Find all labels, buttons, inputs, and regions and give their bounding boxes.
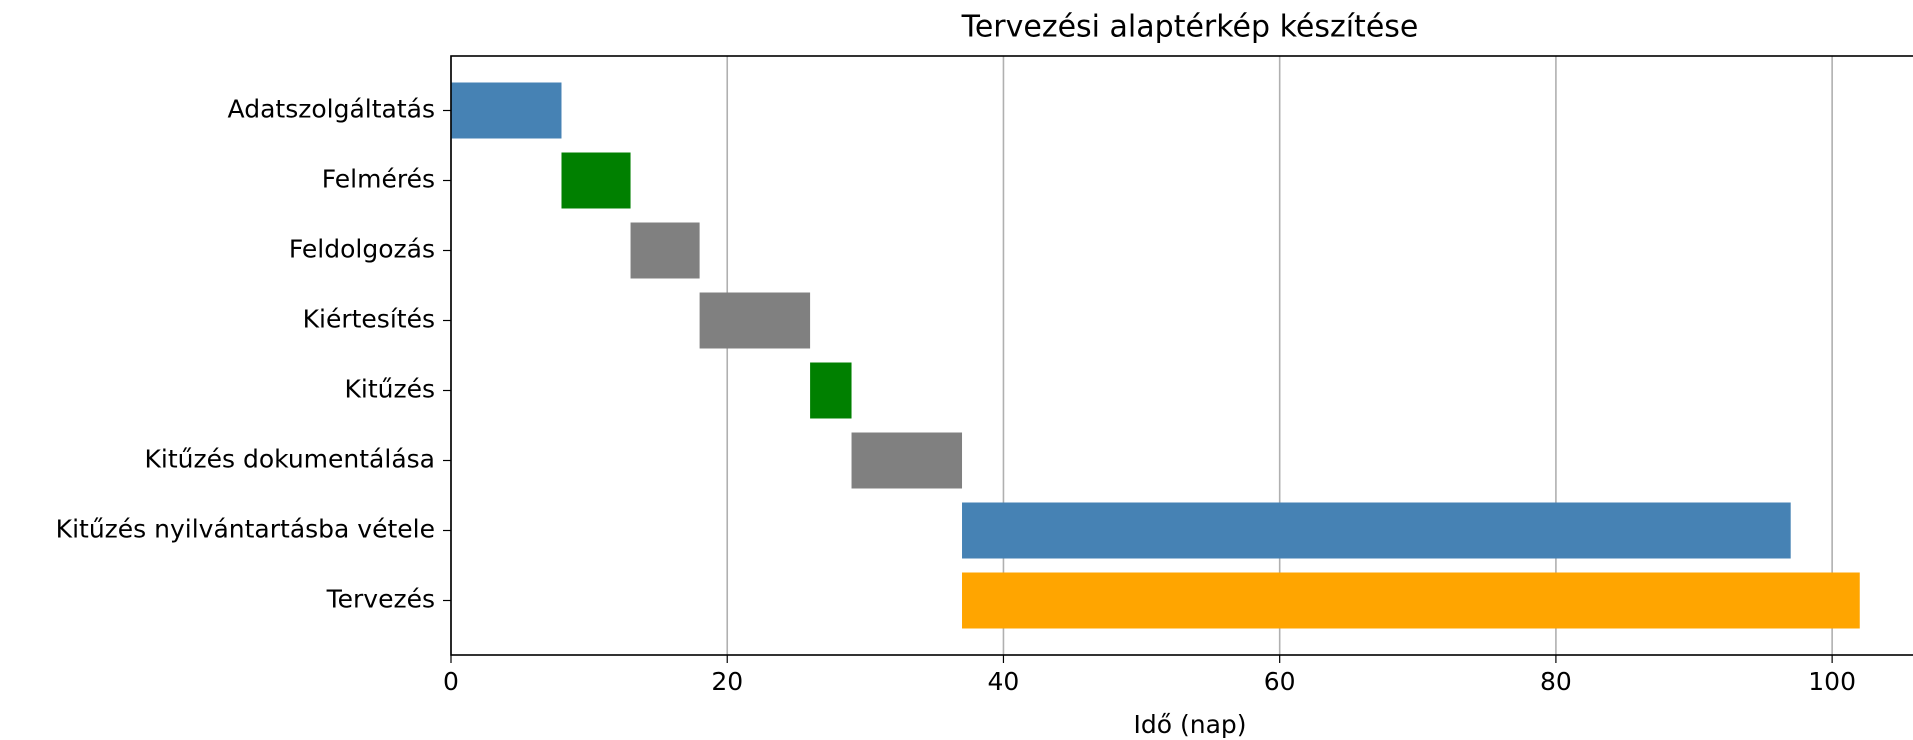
bar (630, 222, 700, 279)
y-tick-label: Felmérés (322, 165, 435, 194)
x-tick-label: 100 (1808, 667, 1856, 696)
x-tick-label: 20 (711, 667, 743, 696)
bar (699, 292, 811, 349)
chart-title: Tervezési alaptérkép készítése (961, 10, 1419, 45)
x-tick-label: 40 (988, 667, 1020, 696)
bar (561, 152, 631, 209)
x-axis-label: Idő (nap) (1133, 710, 1246, 739)
x-tick-label: 60 (1264, 667, 1296, 696)
y-tick-label: Kiértesítés (303, 305, 435, 334)
plot-frame (450, 55, 1913, 656)
bar (962, 502, 1791, 559)
y-tick-label: Kitűzés (344, 375, 435, 404)
bar (810, 362, 852, 419)
y-tick-label: Kitűzés nyilvántartásba vétele (56, 515, 435, 544)
bar (962, 572, 1860, 629)
y-tick-label: Tervezés (326, 585, 435, 614)
y-tick-label: Feldolgozás (289, 235, 435, 264)
x-tick-label: 0 (443, 667, 459, 696)
x-tick-label: 80 (1540, 667, 1572, 696)
bar (851, 432, 963, 489)
bar (451, 82, 562, 139)
y-tick-label: Adatszolgáltatás (228, 95, 435, 124)
y-tick-label: Kitűzés dokumentálása (145, 445, 436, 474)
